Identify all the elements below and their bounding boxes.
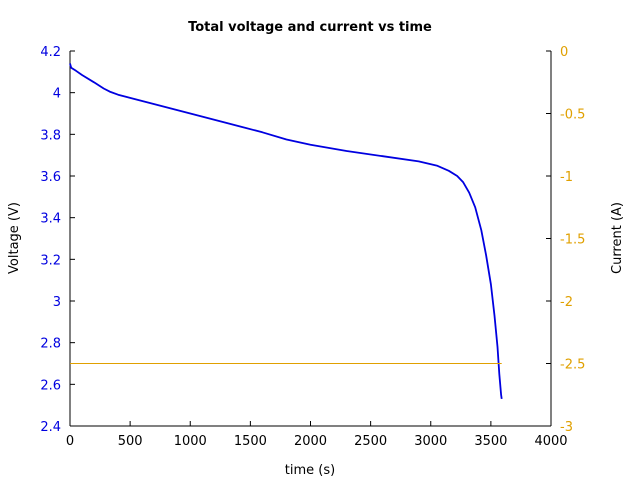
y-tick-label: 3.8 — [40, 128, 61, 143]
y2-tick-label: -2.5 — [560, 358, 585, 373]
y2-axis-label: Current (A) — [610, 202, 625, 274]
x-tick-label: 1000 — [174, 434, 207, 449]
x-tick-label: 0 — [66, 434, 74, 449]
y-tick-label: 4 — [53, 87, 61, 102]
x-axis-label: time (s) — [285, 463, 335, 478]
y-tick-label: 3 — [53, 295, 61, 310]
x-tick-label: 500 — [118, 434, 143, 449]
x-tick-label: 3500 — [474, 434, 507, 449]
y2-tick-label: -1 — [560, 170, 573, 185]
x-tick-label: 3000 — [414, 434, 447, 449]
y-axis-label: Voltage (V) — [7, 202, 22, 274]
y2-tick-label: -1.5 — [560, 233, 585, 248]
y2-tick-label: 0 — [560, 45, 568, 60]
voltage-series-line — [69, 63, 503, 400]
x-tick-label: 2500 — [354, 434, 387, 449]
y-tick-label: 3.4 — [40, 212, 61, 227]
y-tick-label: 2.6 — [40, 378, 61, 393]
y-tick-label: 3.6 — [40, 170, 61, 185]
series-layer — [69, 63, 503, 400]
y-tick-label: 2.8 — [40, 337, 61, 352]
x-axis-ticks: 0 500 1000 1500 2000 2500 3000 3500 4000 — [66, 421, 568, 449]
y2-axis-ticks: -3 -2.5 -2 -1.5 -1 -0.5 0 — [546, 45, 585, 435]
plot-frame — [69, 51, 552, 427]
y2-tick-label: -2 — [560, 295, 573, 310]
x-tick-label: 1500 — [234, 434, 267, 449]
y-tick-label: 4.2 — [40, 45, 61, 60]
y-tick-label: 3.2 — [40, 253, 61, 268]
x-tick-label: 4000 — [534, 434, 567, 449]
y2-tick-label: -0.5 — [560, 108, 585, 123]
y2-tick-label: -3 — [560, 420, 573, 435]
y-axis-ticks: 2.4 2.6 2.8 3 3.2 3.4 3.6 3.8 4 4.2 — [40, 45, 75, 435]
chart-title: Total voltage and current vs time — [188, 20, 432, 35]
y-tick-label: 2.4 — [40, 420, 61, 435]
x-tick-label: 2000 — [294, 434, 327, 449]
